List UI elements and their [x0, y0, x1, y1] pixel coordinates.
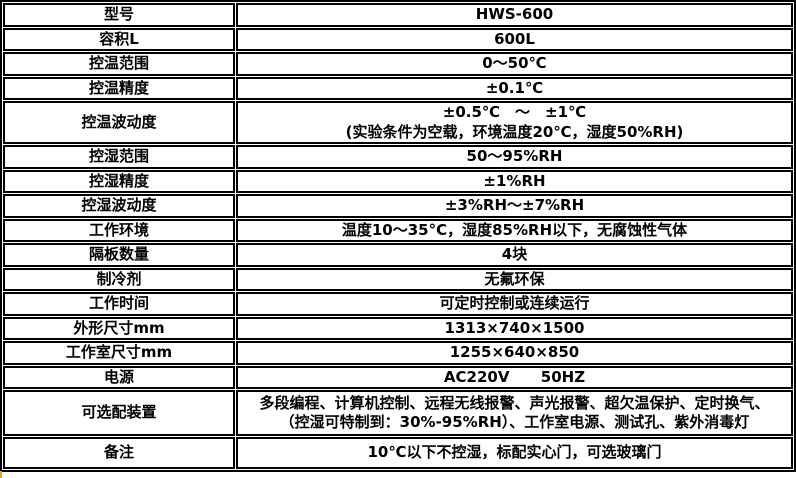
spec-value: 50～95%RH: [236, 145, 793, 169]
spec-value: ±1%RH: [236, 169, 793, 193]
spec-label: 工作环境: [3, 218, 235, 242]
spec-label: 可选配装置: [3, 390, 235, 436]
spec-value: ±3%RH～±7%RH: [236, 194, 793, 218]
spec-value: 1255×640×850: [236, 341, 793, 365]
spec-value: 1313×740×1500: [236, 316, 793, 340]
spec-label: 外形尺寸mm: [3, 316, 235, 340]
table-row: 控湿范围 50～95%RH: [3, 145, 793, 169]
spec-value: 温度10～35°C，湿度85%RH以下，无腐蚀性气体: [236, 218, 793, 242]
table-row: 工作环境 温度10～35°C，湿度85%RH以下，无腐蚀性气体: [3, 218, 793, 242]
table-row: 控温精度 ±0.1℃: [3, 76, 793, 100]
table-row: 电源 AC220V 50HZ: [3, 365, 793, 389]
spec-label: 工作时间: [3, 292, 235, 316]
spec-value: ±0.1℃: [236, 76, 793, 100]
table-row: 工作室尺寸mm 1255×640×850: [3, 341, 793, 365]
spec-label: 型号: [3, 3, 235, 27]
spec-label: 备注: [3, 437, 235, 469]
spec-value: 可定时控制或连续运行: [236, 292, 793, 316]
spec-label: 控温波动度: [3, 101, 235, 144]
corner-artifact-mark: [0, 471, 2, 478]
table-row: 控温范围 0～50℃: [3, 52, 793, 76]
table-row: 隔板数量 4块: [3, 243, 793, 267]
table-row: 制冷剂 无氟环保: [3, 267, 793, 291]
spec-label: 制冷剂: [3, 267, 235, 291]
spec-value: 4块: [236, 243, 793, 267]
table-row: 备注 10℃以下不控湿，标配实心门，可选玻璃门: [3, 437, 793, 469]
spec-value: ±0.5℃ ～ ±1℃ (实验条件为空载，环境温度20℃，湿度50%RH): [236, 101, 793, 144]
table-row: 控湿精度 ±1%RH: [3, 169, 793, 193]
table-row: 控湿波动度 ±3%RH～±7%RH: [3, 194, 793, 218]
spec-value: HWS-600: [236, 3, 793, 27]
spec-table-body: 型号 HWS-600 容积L 600L 控温范围 0～50℃ 控温精度 ±0.1…: [3, 3, 793, 469]
spec-label: 控湿波动度: [3, 194, 235, 218]
spec-label: 控温精度: [3, 76, 235, 100]
table-row: 控温波动度 ±0.5℃ ～ ±1℃ (实验条件为空载，环境温度20℃，湿度50%…: [3, 101, 793, 144]
spec-value: AC220V 50HZ: [236, 365, 793, 389]
table-row: 外形尺寸mm 1313×740×1500: [3, 316, 793, 340]
spec-label: 隔板数量: [3, 243, 235, 267]
table-row: 工作时间 可定时控制或连续运行: [3, 292, 793, 316]
table-row: 容积L 600L: [3, 27, 793, 51]
spec-value: 无氟环保: [236, 267, 793, 291]
spec-value: 多段编程、计算机控制、远程无线报警、声光报警、超欠温保护、定时换气、 （控湿可特…: [236, 390, 793, 436]
spec-label: 电源: [3, 365, 235, 389]
spec-value: 10℃以下不控湿，标配实心门，可选玻璃门: [236, 437, 793, 469]
spec-label: 控湿精度: [3, 169, 235, 193]
spec-label: 容积L: [3, 27, 235, 51]
spec-label: 控湿范围: [3, 145, 235, 169]
spec-value: 0～50℃: [236, 52, 793, 76]
spec-value: 600L: [236, 27, 793, 51]
spec-label: 工作室尺寸mm: [3, 341, 235, 365]
spec-label: 控温范围: [3, 52, 235, 76]
table-row: 可选配装置 多段编程、计算机控制、远程无线报警、声光报警、超欠温保护、定时换气、…: [3, 390, 793, 436]
table-row: 型号 HWS-600: [3, 3, 793, 27]
